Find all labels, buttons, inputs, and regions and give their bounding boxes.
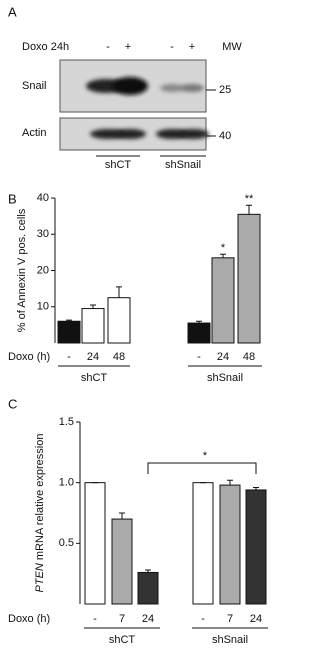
x-tick-label: 24 xyxy=(217,351,229,363)
bar xyxy=(192,482,214,605)
y-axis-label-part: PTEN xyxy=(34,563,46,592)
y-tick-label: 20 xyxy=(37,264,49,276)
annotation: * xyxy=(221,242,226,254)
bar xyxy=(187,322,211,344)
x-tick-label: 24 xyxy=(142,613,154,625)
y-tick-label: 40 xyxy=(37,192,49,204)
band xyxy=(112,77,148,95)
group-label: shSnail xyxy=(165,159,201,171)
band xyxy=(180,84,204,92)
group-label: shCT xyxy=(109,634,136,646)
bar xyxy=(137,571,159,605)
bar xyxy=(237,213,261,344)
annotation: ** xyxy=(245,193,254,205)
panel-label: C xyxy=(8,396,17,411)
bar xyxy=(84,482,106,605)
bar xyxy=(211,257,235,344)
y-axis-label-part: mRNA relative expression xyxy=(34,434,46,564)
lane-label: - xyxy=(106,41,110,53)
x-tick-label: 24 xyxy=(250,613,262,625)
panel-label: A xyxy=(8,4,17,19)
band xyxy=(160,84,184,92)
annotation: * xyxy=(203,450,208,462)
lane-label: + xyxy=(125,41,131,53)
error-bar xyxy=(119,512,125,520)
x-tick-label: 48 xyxy=(113,351,125,363)
bar xyxy=(219,484,241,605)
mw-label: 25 xyxy=(219,84,231,96)
error-bar xyxy=(145,569,151,573)
error-bar xyxy=(90,304,96,309)
x-tick-label: 7 xyxy=(227,613,233,625)
row-label: Snail xyxy=(22,80,46,92)
bar xyxy=(57,320,81,344)
error-bar xyxy=(227,479,233,486)
y-axis-label-part: % of Annexin V pos. cells xyxy=(16,208,28,332)
lane-label: - xyxy=(170,41,174,53)
x-axis-label: Doxo (h) xyxy=(8,613,50,625)
error-bar xyxy=(116,286,122,298)
band xyxy=(177,129,209,139)
significance-bracket xyxy=(147,462,257,474)
error-bar xyxy=(220,253,226,258)
x-axis-label: Doxo (h) xyxy=(8,351,50,363)
error-bar xyxy=(246,204,252,215)
mw-label: 40 xyxy=(219,130,231,142)
figure: A Doxo 24h - + - + MW Snail 25 Actin 40 … xyxy=(8,4,268,646)
error-bar xyxy=(253,487,259,490)
group-label: shCT xyxy=(105,159,132,171)
group-label: shSnail xyxy=(212,634,248,646)
y-tick-label: 1.5 xyxy=(59,416,74,428)
mw-header: MW xyxy=(222,41,242,53)
x-tick-label: 24 xyxy=(87,351,99,363)
panel-label: B xyxy=(8,191,17,206)
x-tick-label: - xyxy=(197,351,201,363)
x-tick-label: - xyxy=(201,613,205,625)
bar xyxy=(107,297,131,344)
y-axis-label: PTEN mRNA relative expression xyxy=(34,434,46,593)
x-tick-label: 48 xyxy=(243,351,255,363)
x-tick-label: 7 xyxy=(119,613,125,625)
bar xyxy=(111,518,133,605)
error-bar xyxy=(66,319,72,322)
error-bar xyxy=(196,320,202,324)
bar xyxy=(245,489,267,605)
y-tick-label: 10 xyxy=(37,301,49,313)
bar xyxy=(81,308,105,344)
row-label: Actin xyxy=(22,127,46,139)
y-axis-label: % of Annexin V pos. cells xyxy=(16,208,28,332)
x-tick-label: - xyxy=(93,613,97,625)
x-tick-label: - xyxy=(67,351,71,363)
band xyxy=(114,129,146,139)
lane-label: + xyxy=(189,41,195,53)
y-tick-label: 0.5 xyxy=(59,537,74,549)
group-label: shSnail xyxy=(207,372,243,384)
y-tick-label: 30 xyxy=(37,228,49,240)
group-label: shCT xyxy=(81,372,108,384)
y-tick-label: 1.0 xyxy=(59,477,74,489)
header: Doxo 24h xyxy=(22,41,69,53)
